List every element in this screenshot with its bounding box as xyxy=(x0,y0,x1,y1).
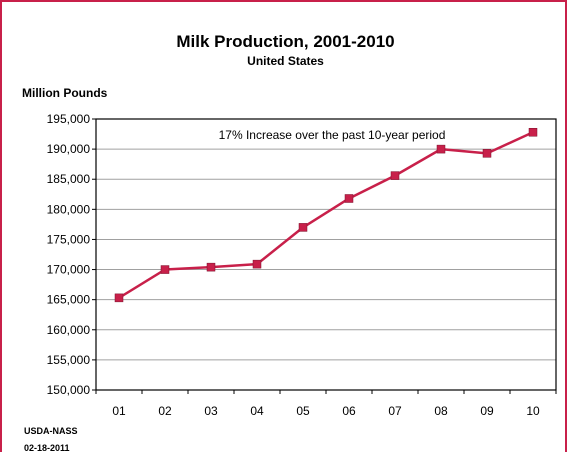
y-tick-label: 195,000 xyxy=(47,112,91,126)
x-tick-label: 04 xyxy=(250,404,264,418)
x-tick-label: 10 xyxy=(526,404,540,418)
y-tick-label: 150,000 xyxy=(47,383,91,397)
data-point xyxy=(206,262,216,272)
data-point xyxy=(160,265,170,274)
y-tick-label: 185,000 xyxy=(47,172,91,186)
x-tick-label: 08 xyxy=(434,404,448,418)
chart-title: Milk Production, 2001-2010 xyxy=(176,32,395,51)
x-tick-label: 07 xyxy=(388,404,402,418)
y-tick-label: 180,000 xyxy=(47,202,91,216)
data-point xyxy=(482,149,492,158)
x-tick-label: 06 xyxy=(342,404,356,418)
x-tick-label: 01 xyxy=(112,404,126,418)
data-point xyxy=(436,144,446,154)
data-point xyxy=(344,194,354,203)
series-line xyxy=(118,131,534,299)
data-point xyxy=(252,259,262,269)
source-date: 02-18-2011 xyxy=(24,443,70,453)
y-tick-label: 155,000 xyxy=(47,353,91,367)
data-point xyxy=(114,293,124,303)
y-tick-label: 165,000 xyxy=(47,293,91,307)
chart-subtitle: United States xyxy=(247,54,324,68)
x-tick-label: 05 xyxy=(296,404,310,418)
data-point xyxy=(528,127,538,137)
x-tick-label: 03 xyxy=(204,404,218,418)
plot-frame xyxy=(95,118,557,391)
x-tick-label: 02 xyxy=(158,404,172,418)
data-point xyxy=(298,223,308,232)
y-axis-label: Million Pounds xyxy=(22,86,108,100)
x-tick-label: 09 xyxy=(480,404,494,418)
y-tick-label: 170,000 xyxy=(47,263,91,277)
y-tick-label: 160,000 xyxy=(47,323,91,337)
data-point xyxy=(390,171,400,180)
y-tick-label: 190,000 xyxy=(47,142,91,156)
chart-annotation: 17% Increase over the past 10-year perio… xyxy=(219,128,446,142)
source-label: USDA-NASS xyxy=(24,426,78,436)
y-tick-label: 175,000 xyxy=(47,232,91,246)
